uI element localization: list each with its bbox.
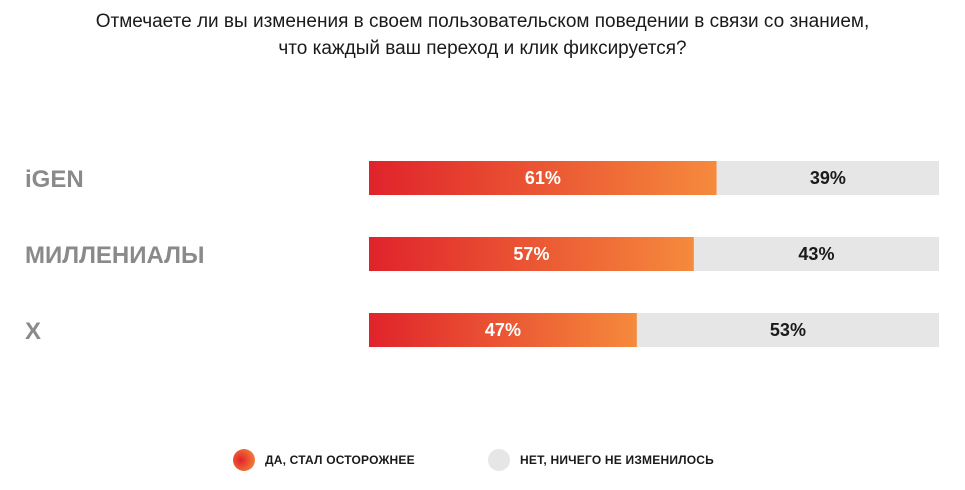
data-label-yes-0: 61% [525,168,561,188]
legend-swatch-no [488,449,510,471]
bar-yes-1 [369,237,694,271]
chart-title-line-2: что каждый ваш переход и клик фиксируетс… [278,38,687,59]
data-label-no-0: 39% [810,168,846,188]
legend-item-no: НЕТ, НИЧЕГО НЕ ИЗМЕНИЛОСЬ [488,447,714,473]
chart-title: Отмечаете ли вы изменения в своем пользо… [0,8,965,62]
data-label-no-2: 53% [770,320,806,340]
category-label-2: X [25,318,41,345]
chart-title-line-1: Отмечаете ли вы изменения в своем пользо… [95,11,870,32]
bar-no-2 [636,313,939,347]
data-label-yes-2: 47% [485,320,521,340]
bar-yes-0 [369,161,717,195]
data-label-yes-1: 57% [513,244,549,264]
data-label-no-1: 43% [798,244,834,264]
legend-label-no: НЕТ, НИЧЕГО НЕ ИЗМЕНИЛОСЬ [520,453,714,467]
bar-no-0 [716,161,939,195]
bar-no-1 [693,237,939,271]
legend-label-yes: ДА, СТАЛ ОСТОРОЖНЕЕ [265,453,415,467]
legend: ДА, СТАЛ ОСТОРОЖНЕЕ НЕТ, НИЧЕГО НЕ ИЗМЕН… [0,447,965,473]
category-label-1: МИЛЛЕНИАЛЫ [25,242,204,269]
bar-yes-2 [369,313,637,347]
legend-item-yes: ДА, СТАЛ ОСТОРОЖНЕЕ [233,447,415,473]
category-label-0: iGEN [25,166,84,193]
legend-swatch-yes [233,449,255,471]
